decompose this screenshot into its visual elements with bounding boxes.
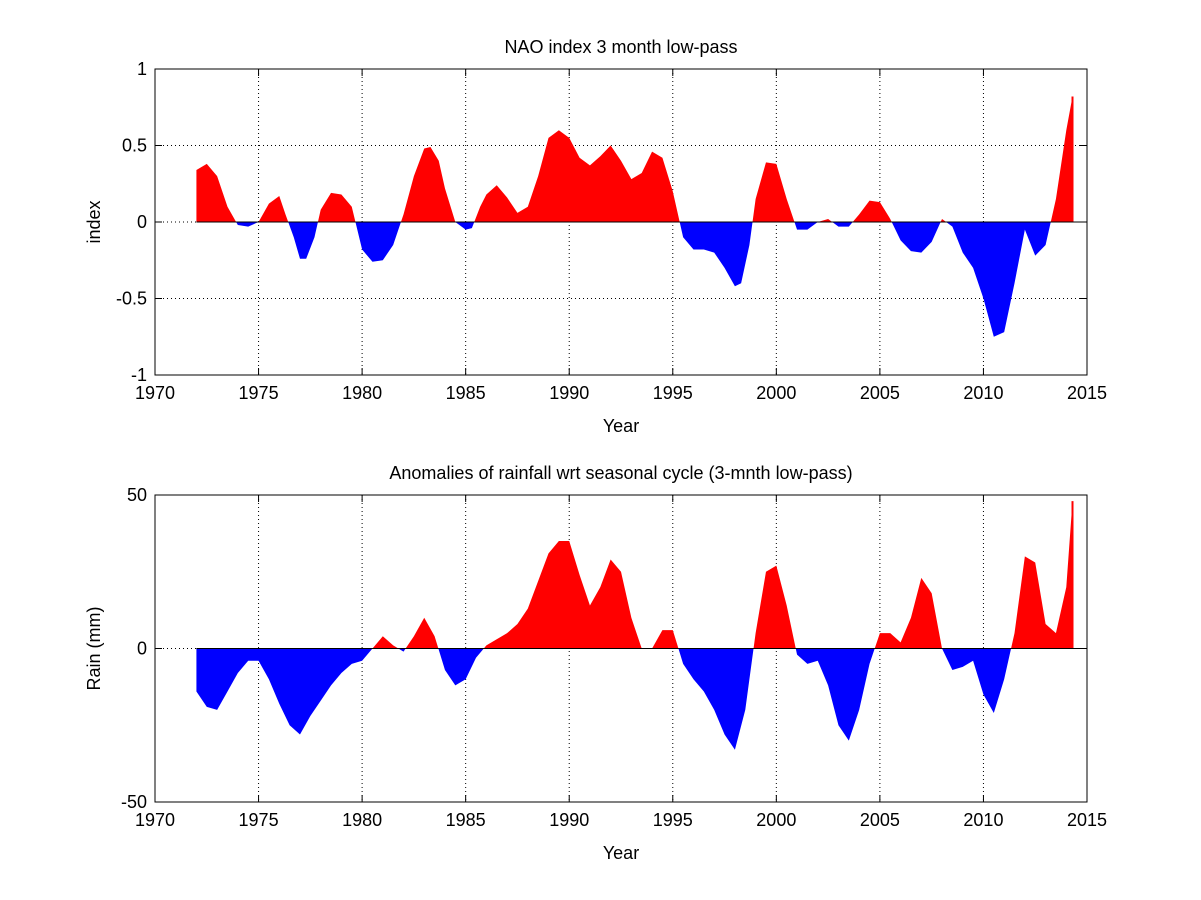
x-tick-label: 1980 (342, 383, 382, 403)
y-tick-label: 50 (127, 485, 147, 505)
x-tick-label: 1990 (549, 383, 589, 403)
chart-title: Anomalies of rainfall wrt seasonal cycle… (389, 463, 852, 483)
y-tick-label: -0.5 (116, 289, 147, 309)
x-axis-label: Year (603, 416, 639, 436)
x-axis: 1970 1975 1980 1985 1990 1995 2000 2005 2010 2015… (135, 69, 1107, 436)
y-axis: -50 0 50 Rain (mm) (84, 485, 1087, 812)
x-tick-label: 2000 (756, 383, 796, 403)
x-tick-label: 2005 (860, 810, 900, 830)
x-tick-label: 2000 (756, 810, 796, 830)
x-tick-label: 1990 (549, 810, 589, 830)
x-tick-label: 1985 (446, 810, 486, 830)
y-tick-label: 0.5 (122, 136, 147, 156)
y-tick-label: -1 (131, 365, 147, 385)
x-tick-label: 1975 (239, 810, 279, 830)
x-tick-label: 1995 (653, 810, 693, 830)
y-tick-label: 0 (137, 212, 147, 232)
positive-anomaly-area (196, 501, 1073, 649)
negative-anomaly-area (196, 222, 1073, 337)
x-tick-label: 2010 (963, 383, 1003, 403)
x-axis: 1970 1975 1980 1985 1990 1995 2000 2005 2010 2015… (135, 495, 1107, 863)
x-tick-label: 1985 (446, 383, 486, 403)
y-axis-label: Rain (mm) (84, 607, 104, 691)
data-area (196, 96, 1074, 337)
x-tick-label: 2015 (1067, 810, 1107, 830)
x-tick-label: 1975 (239, 383, 279, 403)
chart-title: NAO index 3 month low-pass (504, 37, 737, 57)
x-tick-label: 1995 (653, 383, 693, 403)
positive-anomaly-area (196, 96, 1073, 222)
x-tick-label: 2005 (860, 383, 900, 403)
rainfall-anomaly-chart: Anomalies of rainfall wrt seasonal cycle… (84, 463, 1107, 863)
data-area (196, 501, 1074, 750)
y-tick-label: 0 (137, 639, 147, 659)
x-tick-label: 1970 (135, 383, 175, 403)
y-axis: -1 -0.5 0 0.5 1 index (84, 59, 1087, 385)
x-tick-label: 1980 (342, 810, 382, 830)
negative-anomaly-area (196, 648, 1073, 750)
y-tick-label: 1 (137, 59, 147, 79)
x-tick-label: 1970 (135, 810, 175, 830)
x-axis-label: Year (603, 843, 639, 863)
x-tick-label: 2010 (963, 810, 1003, 830)
x-tick-label: 2015 (1067, 383, 1107, 403)
y-tick-label: -50 (121, 792, 147, 812)
y-axis-label: index (84, 200, 104, 243)
